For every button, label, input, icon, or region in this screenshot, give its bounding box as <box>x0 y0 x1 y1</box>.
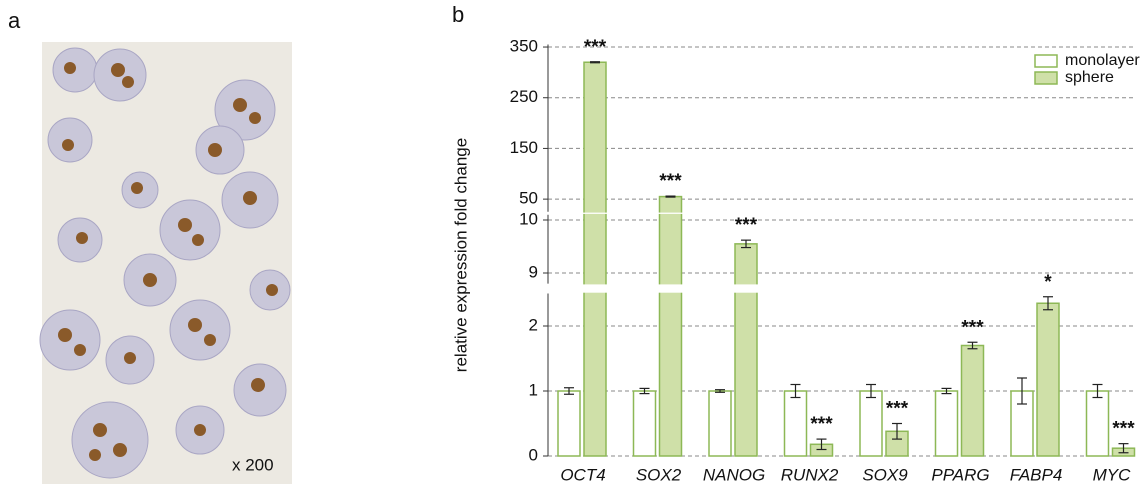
y-tick-label: 0 <box>529 445 538 464</box>
panel-label: b <box>452 2 464 27</box>
micrograph: x 200 <box>40 42 292 484</box>
significance: *** <box>584 37 607 58</box>
bar <box>735 244 757 456</box>
bar <box>860 391 882 456</box>
significance: *** <box>886 399 909 420</box>
magnification: x 200 <box>232 455 274 474</box>
significance: *** <box>961 317 984 338</box>
y-tick-label: 10 <box>519 209 538 228</box>
y-tick-label: 2 <box>529 315 538 334</box>
y-tick-label: 50 <box>519 189 538 208</box>
axis-break <box>536 213 1135 214</box>
x-tick-label: MYC <box>1093 465 1132 484</box>
panel-label: a <box>8 8 21 33</box>
x-tick-label: SOX2 <box>636 465 682 484</box>
x-tick-label: FABP4 <box>1010 465 1063 484</box>
legend-swatch <box>1035 72 1057 84</box>
y-axis-label: relative expression fold change <box>451 138 470 372</box>
y-tick-label: 150 <box>510 138 538 157</box>
bar <box>584 62 606 456</box>
bar <box>1087 391 1109 456</box>
bar <box>785 391 807 456</box>
significance: *** <box>1112 419 1135 440</box>
significance: *** <box>735 215 758 236</box>
x-tick-label: OCT4 <box>560 465 605 484</box>
bar <box>936 391 958 456</box>
significance: *** <box>810 414 833 435</box>
figure: a x 200 b relative expression fold chang… <box>0 0 1140 488</box>
legend-label: sphere <box>1065 69 1114 86</box>
y-tick-label: 350 <box>510 37 538 56</box>
axis-break <box>536 284 1135 292</box>
x-tick-label: PPARG <box>931 465 989 484</box>
bar <box>558 391 580 456</box>
significance: *** <box>659 171 682 192</box>
bar <box>660 197 682 456</box>
legend-swatch <box>1035 55 1057 67</box>
bar <box>634 391 656 456</box>
x-tick-label: SOX9 <box>862 465 908 484</box>
y-tick-label: 9 <box>529 262 538 281</box>
legend-label: monolayer <box>1065 52 1140 69</box>
x-tick-label: NANOG <box>703 465 765 484</box>
x-tick-label: RUNX2 <box>781 465 839 484</box>
y-tick-label: 1 <box>529 380 538 399</box>
bar <box>962 346 984 457</box>
y-tick-label: 250 <box>510 87 538 106</box>
bar <box>709 391 731 456</box>
bar <box>1037 303 1059 456</box>
